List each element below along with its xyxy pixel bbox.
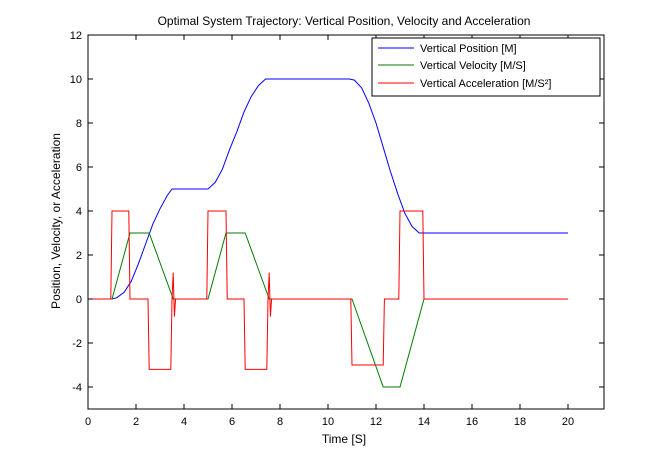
y-tick-label: 4 — [76, 206, 82, 218]
x-tick-label: 14 — [418, 416, 430, 428]
legend: Vertical Position [M] Vertical Velocity … — [371, 37, 601, 97]
x-tick-label: 2 — [133, 416, 139, 428]
x-tick-label: 6 — [229, 416, 235, 428]
x-tick-label: 20 — [562, 416, 574, 428]
y-axis-label: Position, Velocity, or Acceleration — [49, 133, 63, 309]
x-tick-label: 4 — [181, 416, 187, 428]
x-tick-label: 12 — [370, 416, 382, 428]
y-tick-label: -2 — [72, 338, 82, 350]
y-tick-label: 2 — [76, 250, 82, 262]
series-layer — [88, 78, 568, 388]
y-tick-label: 12 — [70, 30, 82, 42]
series-line-acceleration — [88, 210, 568, 370]
series-line-velocity — [88, 232, 568, 388]
y-tick-label: 0 — [76, 294, 82, 306]
x-tick-label: 16 — [466, 416, 478, 428]
y-tick-label: 8 — [76, 118, 82, 130]
x-tick-label: 18 — [514, 416, 526, 428]
chart-title: Optimal System Trajectory: Vertical Posi… — [158, 14, 531, 28]
x-axis-label: Time [S] — [322, 432, 366, 446]
y-tick-label: -4 — [72, 382, 82, 394]
y-tick-label: 6 — [76, 162, 82, 174]
plot-frame — [87, 34, 605, 410]
legend-label-acceleration: Vertical Acceleration [M/S²] — [420, 78, 551, 90]
legend-label-velocity: Vertical Velocity [M/S] — [420, 60, 526, 72]
series-line-position — [88, 78, 568, 300]
x-tick-label: 8 — [277, 416, 283, 428]
legend-label-position: Vertical Position [M] — [420, 43, 517, 55]
y-tick-label: 10 — [70, 74, 82, 86]
x-tick-label: 10 — [322, 416, 334, 428]
tick-layer: 0 2 4 6 8 10 12 14 16 18 20 -4 -2 0 2 4 6 8 10 12 — [70, 30, 604, 428]
x-tick-label: 0 — [85, 416, 91, 428]
